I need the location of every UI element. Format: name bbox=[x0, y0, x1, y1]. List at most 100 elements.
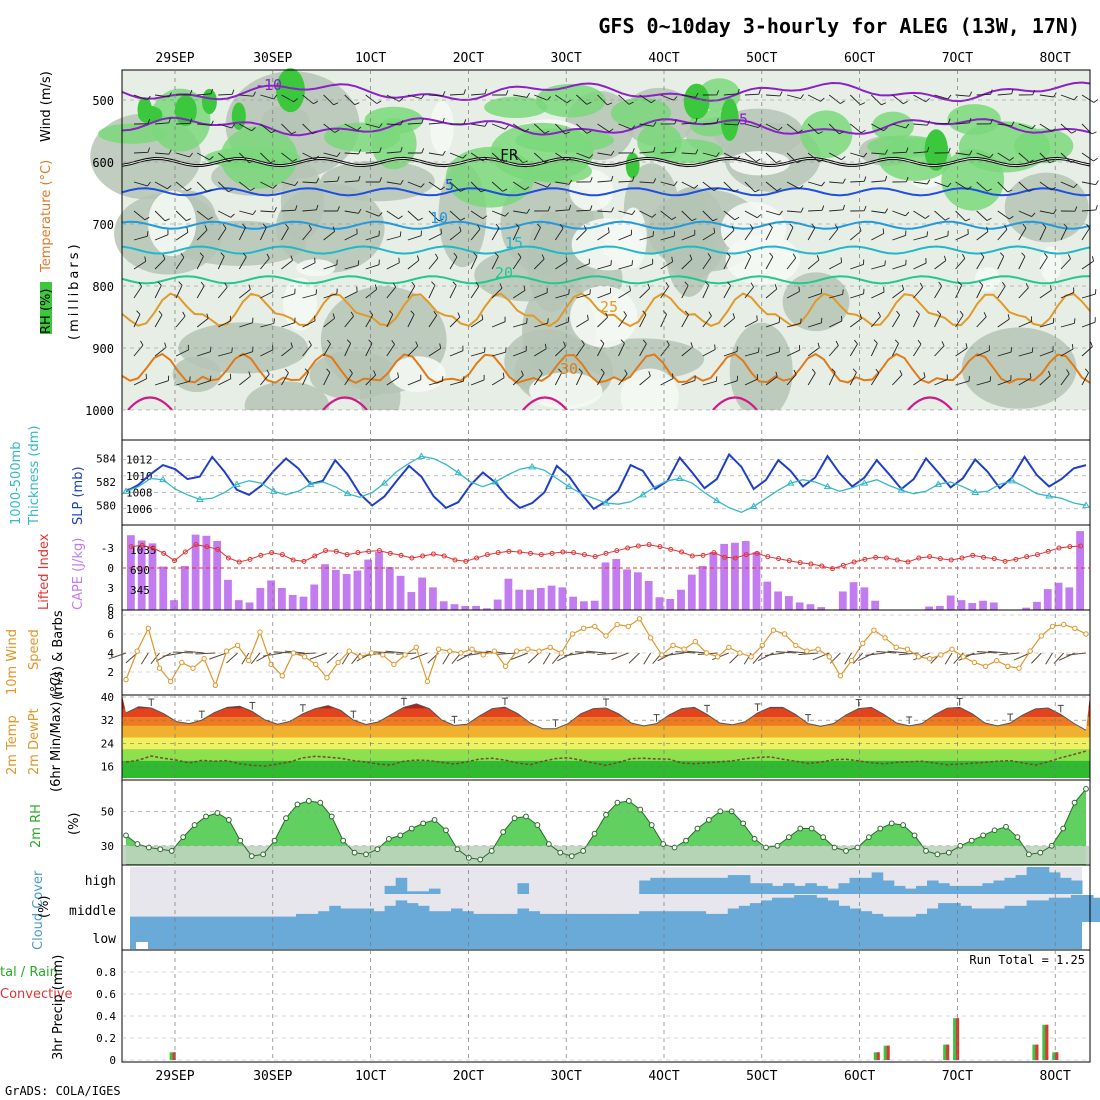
upper-wind-barb bbox=[513, 322, 527, 328]
upper-wind-barb bbox=[913, 235, 928, 241]
upper-wind-barb bbox=[828, 262, 842, 270]
surface-wind-barb bbox=[108, 652, 127, 660]
upper-wind-barb bbox=[723, 285, 732, 299]
upper-wind-barb bbox=[1060, 227, 1068, 241]
upper-wind-barb-flag bbox=[969, 117, 972, 123]
cloud-middle-bar bbox=[583, 913, 596, 922]
upper-wind-barb bbox=[807, 322, 822, 328]
upper-wind-barb-flag bbox=[905, 211, 910, 217]
cloud-middle-bar bbox=[484, 913, 496, 922]
cape-bar bbox=[806, 604, 815, 610]
surface-wind-barb bbox=[309, 652, 328, 660]
upper-wind-barb bbox=[218, 210, 231, 218]
cape-bar bbox=[957, 600, 966, 610]
thickness-tick-label: 584 bbox=[96, 453, 116, 466]
upper-wind-barb-flag bbox=[1093, 157, 1098, 162]
upper-wind-barb-flag bbox=[189, 152, 193, 158]
li-marker bbox=[808, 561, 814, 567]
upper-wind-barb-flag bbox=[189, 89, 193, 95]
thickness-marker bbox=[934, 480, 943, 487]
cape-bar bbox=[547, 585, 556, 610]
rh2m-marker bbox=[877, 825, 884, 832]
upper-wind-barb bbox=[154, 314, 163, 328]
upper-wind-barb bbox=[175, 231, 189, 241]
upper-wind-barb bbox=[1018, 351, 1033, 357]
upper-wind-barb bbox=[892, 289, 904, 299]
rh2m-marker bbox=[168, 848, 175, 854]
upper-wind-barb bbox=[955, 258, 966, 270]
upper-wind-barb-flag bbox=[842, 178, 846, 184]
cloud-high-bar bbox=[727, 875, 740, 894]
upper-wind-barb-flag bbox=[863, 152, 868, 158]
upper-wind-barb-flag bbox=[860, 102, 866, 106]
upper-wind-barb-flag bbox=[716, 118, 719, 124]
upper-wind-barb-flag bbox=[433, 311, 438, 316]
upper-wind-barb-flag bbox=[526, 208, 530, 214]
surface-wind-barb bbox=[574, 651, 595, 654]
upper-wind-barb-flag bbox=[737, 88, 740, 94]
upper-wind-barb bbox=[386, 377, 399, 386]
wind-speed-marker bbox=[1083, 631, 1089, 637]
upper-wind-barb bbox=[765, 256, 774, 270]
upper-wind-barb bbox=[891, 343, 899, 357]
cloud-high-bar bbox=[838, 883, 851, 894]
rh2m-marker bbox=[1060, 825, 1067, 832]
li-marker bbox=[225, 555, 231, 561]
upper-wind-barb bbox=[597, 210, 612, 213]
rh-blob-light bbox=[720, 202, 786, 258]
cape-bar bbox=[256, 587, 265, 610]
rh-axis-label: RH (%) bbox=[39, 289, 54, 334]
upper-wind-barb bbox=[154, 210, 166, 222]
upper-wind-barb-flag bbox=[648, 371, 651, 377]
upper-wind-barb-flag bbox=[502, 188, 508, 192]
upper-wind-barb-flag bbox=[350, 311, 354, 317]
upper-wind-barb bbox=[239, 181, 251, 191]
cape-bar bbox=[989, 602, 998, 610]
upper-wind-barb bbox=[175, 210, 187, 222]
upper-wind-barb bbox=[955, 285, 963, 299]
upper-wind-barb bbox=[871, 264, 885, 270]
thickness-marker bbox=[971, 488, 980, 495]
upper-wind-barb bbox=[407, 235, 422, 241]
upper-wind-barb-flag bbox=[884, 149, 888, 155]
upper-wind-barb-flag bbox=[708, 311, 712, 317]
upper-wind-barb bbox=[807, 227, 816, 241]
upper-wind-barb-flag bbox=[840, 100, 845, 104]
rh2m-marker bbox=[797, 825, 804, 832]
upper-wind-barb bbox=[576, 293, 591, 299]
upper-wind-barb-flag bbox=[713, 187, 719, 191]
wind-speed-marker bbox=[949, 646, 955, 652]
li-marker bbox=[161, 550, 167, 556]
upper-wind-barb-flag bbox=[392, 282, 397, 288]
upper-wind-barb-flag bbox=[834, 224, 839, 230]
upper-wind-barb bbox=[534, 348, 547, 357]
cloud-middle-bar bbox=[495, 913, 507, 922]
upper-wind-barb-flag bbox=[901, 284, 905, 290]
isotherm-line bbox=[121, 352, 1091, 385]
upper-wind-barb bbox=[850, 180, 865, 183]
upper-wind-barb-flag bbox=[842, 289, 844, 295]
upper-wind-barb bbox=[470, 210, 484, 220]
upper-wind-barb bbox=[786, 291, 800, 299]
upper-wind-barb-flag bbox=[539, 369, 543, 374]
upper-wind-barb bbox=[744, 181, 756, 193]
upper-wind-barb-flag bbox=[624, 369, 628, 375]
pressure-tick-label: 500 bbox=[92, 94, 114, 108]
upper-wind-barb bbox=[512, 181, 526, 191]
wind-speed-marker bbox=[123, 676, 129, 683]
cape-bar bbox=[429, 587, 437, 610]
upper-wind-barb-flag bbox=[251, 127, 256, 132]
cloud-middle-bar bbox=[1026, 900, 1039, 922]
rh2m-marker bbox=[431, 817, 438, 823]
cape-axis-label: CAPE (J/kg) bbox=[71, 538, 86, 610]
upper-wind-barb-flag bbox=[398, 97, 404, 102]
upper-wind-barb-flag bbox=[442, 91, 446, 97]
li-marker bbox=[474, 555, 480, 561]
upper-wind-barb-flag bbox=[502, 159, 508, 163]
upper-wind-barb bbox=[639, 343, 647, 357]
upper-wind-barb-flag bbox=[231, 347, 233, 353]
wind-speed-marker bbox=[737, 650, 743, 656]
upper-wind-barb-flag bbox=[333, 102, 339, 106]
cloud-layer-label: middle bbox=[69, 904, 116, 919]
surface-wind-barb bbox=[787, 650, 807, 654]
